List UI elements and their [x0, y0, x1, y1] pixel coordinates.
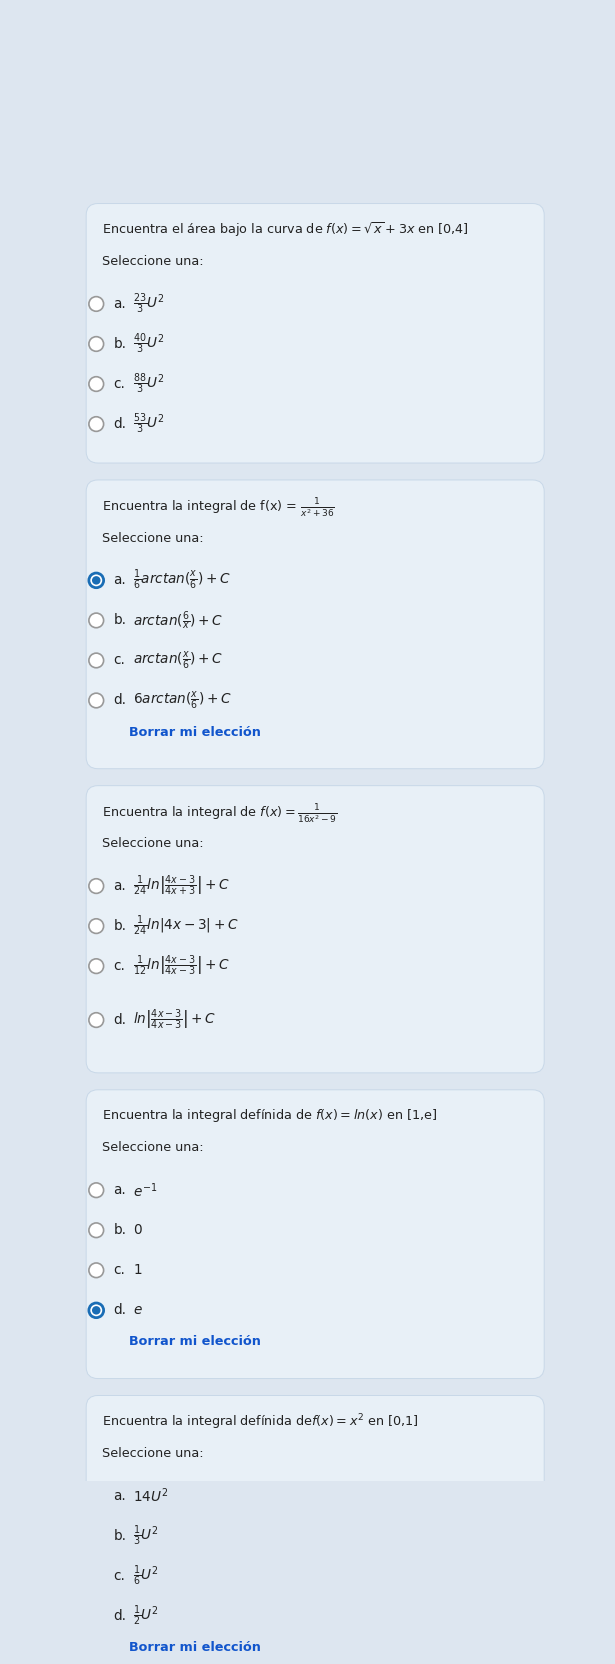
Text: $\frac{1}{6}arctan(\frac{x}{6}) + C$: $\frac{1}{6}arctan(\frac{x}{6}) + C$: [133, 567, 231, 592]
Circle shape: [92, 1306, 100, 1315]
Circle shape: [89, 1569, 103, 1582]
Circle shape: [89, 654, 103, 667]
Circle shape: [89, 1013, 103, 1027]
Text: $\frac{1}{6}U^2$: $\frac{1}{6}U^2$: [133, 1564, 159, 1587]
Text: d.: d.: [113, 1013, 126, 1027]
Circle shape: [89, 694, 103, 707]
Text: d.: d.: [113, 1609, 126, 1622]
Circle shape: [89, 296, 103, 311]
FancyBboxPatch shape: [86, 1090, 544, 1378]
Text: c.: c.: [113, 1569, 125, 1582]
Circle shape: [89, 336, 103, 351]
Text: $\frac{23}{3}U^2$: $\frac{23}{3}U^2$: [133, 291, 164, 316]
Text: $ln\left|\frac{4x-3}{4x-3}\right| + C$: $ln\left|\frac{4x-3}{4x-3}\right| + C$: [133, 1008, 216, 1032]
Circle shape: [89, 612, 103, 627]
Text: $6arctan(\frac{x}{6}) + C$: $6arctan(\frac{x}{6}) + C$: [133, 689, 232, 711]
Text: Borrar mi elección: Borrar mi elección: [129, 1336, 261, 1348]
Circle shape: [89, 1489, 103, 1503]
Text: d.: d.: [113, 1303, 126, 1318]
Circle shape: [89, 919, 103, 934]
Text: b.: b.: [113, 1529, 126, 1543]
Text: c.: c.: [113, 378, 125, 391]
Text: $\frac{1}{2}U^2$: $\frac{1}{2}U^2$: [133, 1604, 159, 1627]
Text: $e^{-1}$: $e^{-1}$: [133, 1181, 157, 1200]
Text: a.: a.: [113, 879, 126, 894]
Text: Encuentra la integral defínida de$f(x) = x^2$ en [0,1]: Encuentra la integral defínida de$f(x) =…: [101, 1413, 418, 1433]
Text: Encuentra la integral de $f(x) = \frac{1}{16x^2-9}$: Encuentra la integral de $f(x) = \frac{1…: [101, 802, 337, 825]
Text: a.: a.: [113, 574, 126, 587]
FancyBboxPatch shape: [86, 479, 544, 769]
Text: $arctan(\frac{x}{6}) + C$: $arctan(\frac{x}{6}) + C$: [133, 649, 223, 671]
Text: $0$: $0$: [133, 1223, 143, 1238]
Text: Borrar mi elección: Borrar mi elección: [129, 1641, 261, 1654]
Text: Borrar mi elección: Borrar mi elección: [129, 726, 261, 739]
Text: $\frac{1}{12}ln\left|\frac{4x-3}{4x-3}\right| + C$: $\frac{1}{12}ln\left|\frac{4x-3}{4x-3}\r…: [133, 953, 229, 978]
Text: $\frac{1}{24}ln\left|\frac{4x-3}{4x+3}\right| + C$: $\frac{1}{24}ln\left|\frac{4x-3}{4x+3}\r…: [133, 874, 229, 899]
Text: a.: a.: [113, 296, 126, 311]
Text: a.: a.: [113, 1183, 126, 1196]
Circle shape: [89, 1263, 103, 1278]
Text: b.: b.: [113, 919, 126, 934]
Text: $\frac{1}{3}U^2$: $\frac{1}{3}U^2$: [133, 1524, 159, 1548]
Text: Encuentra la integral de f(x) = $\frac{1}{x^2+36}$: Encuentra la integral de f(x) = $\frac{1…: [101, 498, 335, 521]
Text: Seleccione una:: Seleccione una:: [101, 1142, 204, 1155]
Text: $1$: $1$: [133, 1263, 142, 1278]
Circle shape: [89, 1303, 103, 1318]
Text: d.: d.: [113, 694, 126, 707]
Circle shape: [89, 1183, 103, 1198]
Text: Encuentra la integral defínida de $f(x) = ln(x)$ en [1,e]: Encuentra la integral defínida de $f(x) …: [101, 1107, 437, 1123]
Text: c.: c.: [113, 654, 125, 667]
Text: c.: c.: [113, 1263, 125, 1278]
Text: Seleccione una:: Seleccione una:: [101, 255, 204, 268]
Circle shape: [89, 1609, 103, 1624]
Text: Seleccione una:: Seleccione una:: [101, 1448, 204, 1459]
Circle shape: [89, 416, 103, 431]
FancyBboxPatch shape: [86, 1396, 544, 1664]
Text: $arctan(\frac{6}{x}) + C$: $arctan(\frac{6}{x}) + C$: [133, 609, 223, 632]
Circle shape: [89, 1223, 103, 1238]
Circle shape: [89, 1529, 103, 1543]
Text: $e$: $e$: [133, 1303, 143, 1318]
Text: Seleccione una:: Seleccione una:: [101, 837, 204, 850]
Text: $\frac{88}{3}U^2$: $\frac{88}{3}U^2$: [133, 371, 164, 396]
Circle shape: [89, 879, 103, 894]
Text: $14U^2$: $14U^2$: [133, 1486, 168, 1506]
Text: a.: a.: [113, 1489, 126, 1503]
Text: Seleccione una:: Seleccione una:: [101, 531, 204, 544]
Text: $\frac{1}{24}ln|4x - 3| + C$: $\frac{1}{24}ln|4x - 3| + C$: [133, 914, 239, 938]
Text: $\frac{53}{3}U^2$: $\frac{53}{3}U^2$: [133, 413, 164, 436]
Text: c.: c.: [113, 958, 125, 973]
Circle shape: [89, 376, 103, 391]
Circle shape: [92, 1491, 100, 1501]
Text: b.: b.: [113, 1223, 126, 1238]
FancyBboxPatch shape: [86, 203, 544, 463]
FancyBboxPatch shape: [86, 785, 544, 1073]
Text: b.: b.: [113, 614, 126, 627]
Text: d.: d.: [113, 418, 126, 431]
Circle shape: [89, 958, 103, 973]
Text: $\frac{40}{3}U^2$: $\frac{40}{3}U^2$: [133, 331, 164, 356]
Text: Encuentra el área bajo la curva de $f(x) = \sqrt{x} + 3x$ en [0,4]: Encuentra el área bajo la curva de $f(x)…: [101, 220, 469, 240]
Text: b.: b.: [113, 338, 126, 351]
Circle shape: [92, 576, 100, 584]
Circle shape: [89, 572, 103, 587]
